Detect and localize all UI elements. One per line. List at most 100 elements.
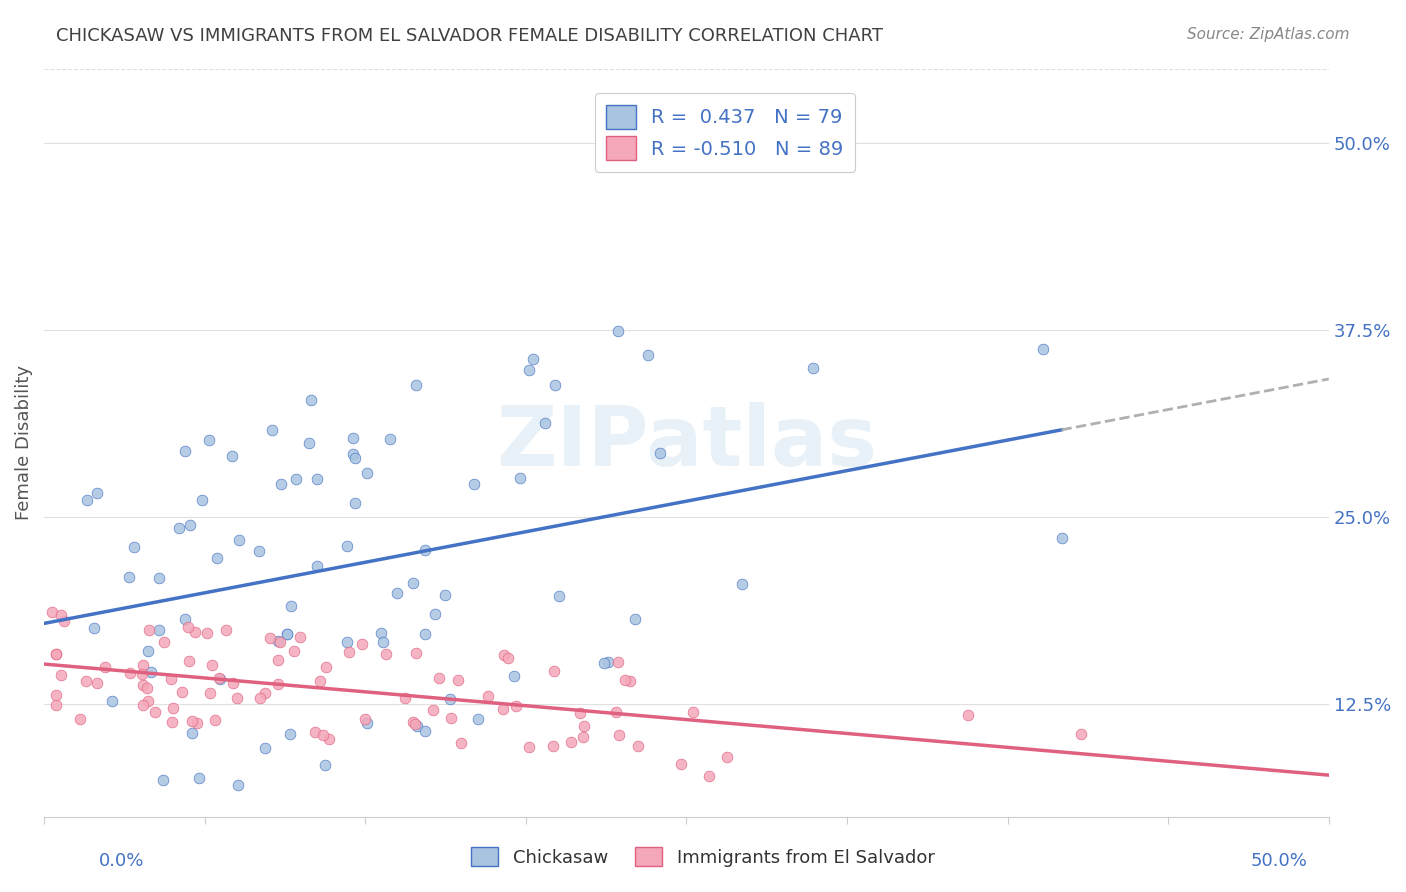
Point [94,660,117,674]
Point [305,472,328,486]
Point [45,647,67,661]
Point [402,714,425,729]
Text: 0.0%: 0.0% [98,852,143,870]
Legend: R =  0.437   N = 79, R = -0.510   N = 89: R = 0.437 N = 79, R = -0.510 N = 89 [595,93,855,172]
Point [370,625,392,640]
Point [423,607,446,621]
Point [356,466,378,480]
Point [502,669,524,683]
Point [120,666,142,681]
Point [574,718,596,732]
Point [650,446,672,460]
Point [118,570,141,584]
Point [315,660,337,674]
Point [318,731,340,746]
Point [45,647,67,661]
Point [253,741,276,756]
Point [543,665,565,679]
Point [534,416,557,430]
Point [544,378,567,392]
Point [228,533,250,548]
Point [374,647,396,661]
Point [69,713,91,727]
Point [607,727,630,741]
Point [344,496,367,510]
Point [697,769,720,783]
Point [136,681,159,695]
Point [83,621,105,635]
Point [198,686,221,700]
Point [45,698,67,712]
Point [132,657,155,672]
Point [477,690,499,704]
Point [226,778,249,792]
Point [337,645,360,659]
Point [86,676,108,690]
Text: CHICKASAW VS IMMIGRANTS FROM EL SALVADOR FEMALE DISABILITY CORRELATION CHART: CHICKASAW VS IMMIGRANTS FROM EL SALVADOR… [56,27,883,45]
Point [404,717,426,731]
Point [401,575,423,590]
Point [560,734,582,748]
Point [613,673,636,687]
Point [413,723,436,738]
Point [280,599,302,613]
Legend: Chickasaw, Immigrants from El Salvador: Chickasaw, Immigrants from El Salvador [464,840,942,874]
Point [298,436,321,450]
Point [356,715,378,730]
Point [1032,342,1054,356]
Point [160,714,183,729]
Point [262,423,284,437]
Point [440,711,463,725]
Point [148,623,170,637]
Point [354,713,377,727]
Point [148,571,170,585]
Point [517,740,540,755]
Point [177,620,200,634]
Point [276,626,298,640]
Point [624,612,647,626]
Point [145,706,167,720]
Point [86,486,108,500]
Point [312,728,335,742]
Point [139,665,162,679]
Point [517,363,540,377]
Point [494,648,516,663]
Point [627,739,650,753]
Point [336,539,359,553]
Point [463,477,485,491]
Point [1070,727,1092,741]
Point [378,433,401,447]
Point [509,471,531,485]
Point [174,443,197,458]
Point [267,634,290,648]
Point [406,719,429,733]
Point [619,673,641,688]
Point [405,378,427,392]
Point [138,623,160,637]
Point [413,627,436,641]
Point [136,643,159,657]
Text: Source: ZipAtlas.com: Source: ZipAtlas.com [1187,27,1350,42]
Point [305,558,328,573]
Point [283,644,305,658]
Point [167,521,190,535]
Point [288,630,311,644]
Point [450,736,472,750]
Point [152,772,174,787]
Point [162,700,184,714]
Point [280,727,302,741]
Point [433,588,456,602]
Point [1050,531,1073,545]
Point [371,635,394,649]
Point [605,705,627,719]
Point [208,671,231,685]
Point [186,715,208,730]
Point [267,677,290,691]
Point [221,449,243,463]
Point [179,517,201,532]
Point [299,392,322,407]
Point [53,614,76,628]
Point [45,689,67,703]
Point [541,739,564,753]
Point [607,324,630,338]
